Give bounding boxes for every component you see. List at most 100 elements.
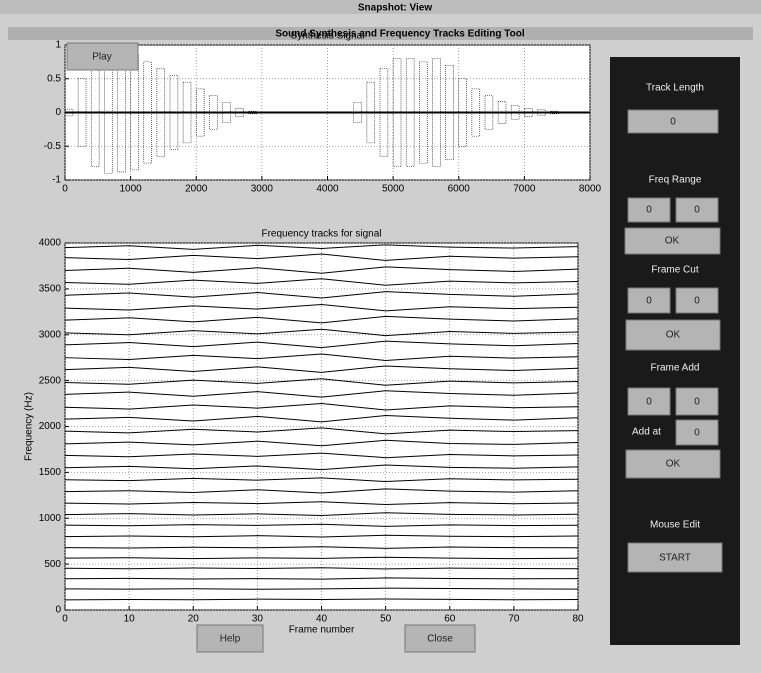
frequency-track — [64, 390, 579, 398]
waveform-envelope — [248, 110, 257, 115]
frequency-track — [64, 464, 579, 471]
play-button[interactable] — [66, 42, 139, 71]
frequency-track — [64, 488, 579, 494]
waveform-envelope — [563, 111, 572, 114]
window-title: Snapshot: View — [358, 3, 432, 14]
cut-end-field[interactable] — [675, 287, 719, 314]
field-text: 0 — [694, 205, 700, 216]
add-start-field[interactable] — [627, 387, 671, 416]
waveform-envelope — [117, 52, 126, 173]
frequency-track — [64, 378, 579, 386]
waveform-envelope — [143, 61, 152, 164]
waveform-envelope — [445, 64, 454, 161]
waveform-envelope — [314, 112, 323, 114]
frequency-track — [64, 365, 579, 373]
frequency-track — [64, 291, 579, 299]
x-tick-label: 30 — [252, 614, 264, 625]
frequency-track — [64, 414, 579, 423]
waveform-envelope — [64, 108, 74, 117]
close-button[interactable] — [404, 624, 476, 653]
field-text: 0 — [646, 205, 652, 216]
x-axis-label: Frame number — [289, 625, 355, 636]
x-tick-label: 0 — [62, 614, 68, 625]
x-tick-label: 50 — [380, 614, 392, 625]
waveform-envelope — [182, 81, 192, 144]
x-tick-label: 5000 — [382, 184, 405, 195]
y-tick-label: 1500 — [39, 467, 62, 478]
y-tick-label: 2500 — [39, 375, 62, 386]
x-tick-label: 70 — [508, 614, 520, 625]
title-bar — [0, 0, 761, 14]
panel-label: Frame Add — [651, 363, 700, 374]
field-text: 0 — [694, 428, 700, 439]
panel-label: Frame Cut — [651, 265, 698, 276]
x-tick-label: 3000 — [251, 184, 274, 195]
frequency-track — [64, 452, 579, 459]
frequency-track — [64, 556, 579, 560]
y-axis-label: Frequency (Hz) — [24, 392, 35, 461]
waveform-envelope — [222, 102, 231, 123]
frequency-track — [64, 477, 579, 483]
x-tick-label: 6000 — [448, 184, 471, 195]
frequency-track — [64, 315, 579, 324]
y-tick-label: 3500 — [39, 284, 62, 295]
chart-title: Synthesis Signal — [291, 31, 365, 42]
waveform-envelope — [287, 112, 297, 114]
frequency-track — [64, 512, 579, 516]
freq-high-field[interactable] — [675, 197, 719, 223]
x-tick-label: 2000 — [185, 184, 208, 195]
field-text: 0 — [694, 296, 700, 307]
y-tick-label: 0 — [55, 605, 61, 616]
waveform-envelope — [537, 109, 546, 116]
waveform-envelope — [340, 112, 349, 114]
button-text: OK — [665, 236, 680, 247]
y-tick-label: -1 — [52, 175, 61, 186]
field-text: 0 — [694, 397, 700, 408]
freq-low-field[interactable] — [627, 197, 671, 223]
waveform-envelope — [261, 112, 271, 114]
x-tick-label: 0 — [62, 184, 68, 195]
panel-label: Track Length — [646, 83, 704, 94]
add-end-field[interactable] — [675, 387, 719, 416]
waveform-envelope — [209, 95, 218, 130]
button-text: OK — [666, 330, 681, 341]
add-ok-button[interactable] — [625, 449, 721, 479]
freq-ok-button[interactable] — [624, 227, 721, 255]
frequency-track — [64, 598, 579, 601]
frequency-track — [64, 253, 579, 261]
waveform-envelope — [130, 54, 139, 171]
frequency-track — [64, 353, 579, 361]
y-tick-label: 2000 — [39, 421, 62, 432]
x-tick-label: 7000 — [513, 184, 536, 195]
button-text: Help — [220, 634, 241, 645]
waveform-envelope — [366, 81, 376, 144]
button-text: OK — [666, 459, 681, 470]
frequency-track — [64, 340, 579, 349]
cut-start-field[interactable] — [627, 287, 671, 314]
button-text: Play — [92, 52, 111, 63]
add-at-field[interactable] — [675, 419, 719, 446]
track-length-field[interactable] — [627, 109, 719, 134]
start-button[interactable] — [627, 542, 723, 573]
waveform-envelope — [471, 88, 481, 137]
frequency-track — [64, 523, 579, 527]
x-tick-label: 20 — [188, 614, 200, 625]
frequency-track — [64, 501, 579, 505]
waveform-envelope — [300, 112, 310, 114]
y-tick-label: 0.5 — [47, 73, 61, 84]
x-tick-label: 80 — [572, 614, 584, 625]
frequency-track — [64, 278, 579, 286]
cut-ok-button[interactable] — [625, 319, 721, 351]
waveform-envelope — [195, 88, 205, 137]
frequency-track — [64, 439, 579, 447]
waveform-envelope — [353, 102, 362, 123]
field-text: 0 — [646, 296, 652, 307]
waveform-envelope — [497, 101, 507, 124]
frequency-track — [64, 403, 579, 411]
waveform-envelope — [419, 61, 428, 164]
help-button[interactable] — [196, 624, 264, 653]
y-tick-label: -0.5 — [44, 141, 62, 152]
waveform-envelope — [510, 105, 520, 120]
waveform-envelope — [169, 75, 179, 150]
